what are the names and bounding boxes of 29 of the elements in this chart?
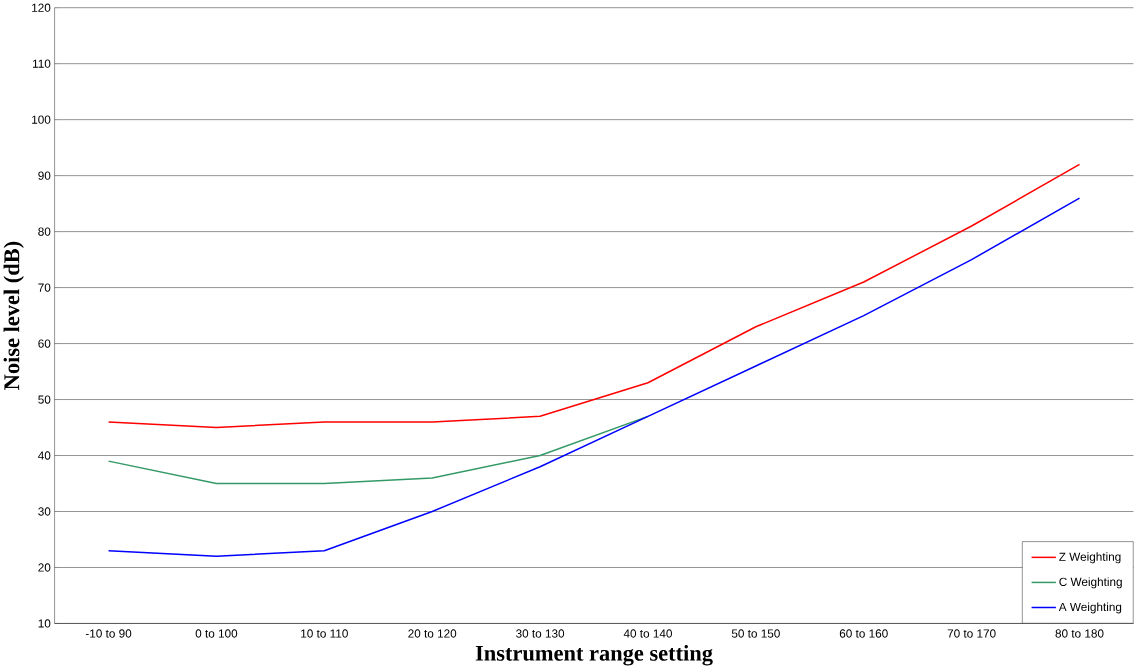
x-tick-label: -10 to 90 [85, 629, 132, 638]
y-tick-label: 70 [38, 283, 51, 292]
line-series [107, 163, 1081, 429]
x-axis-title: Instrument range setting [475, 644, 713, 666]
y-tick-label: 90 [38, 171, 51, 180]
y-tick-label: 30 [38, 507, 51, 516]
y-tick-label: 50 [38, 395, 51, 404]
x-tick-label: 10 to 110 [301, 629, 348, 638]
y-axis-title: Noise level (dB) [3, 241, 24, 390]
x-tick-label: 20 to 120 [408, 629, 457, 638]
legend-label: A Weighting [1058, 602, 1122, 614]
x-tick-label: 0 to 100 [195, 629, 238, 638]
y-tick-label: 10 [38, 619, 51, 628]
x-tick-label: 50 to 150 [731, 629, 780, 638]
legend-label: C Weighting [1059, 577, 1122, 589]
x-tick-label: 80 to 180 [1055, 629, 1104, 638]
y-tick-label: 40 [38, 451, 51, 460]
line-series [107, 415, 649, 485]
y-tick-label: 20 [38, 563, 51, 572]
y-tick-label: 80 [38, 227, 51, 236]
x-tick-label: 30 to 130 [516, 629, 565, 638]
x-tick-label: 60 to 160 [839, 629, 888, 638]
legend-label: Z Weighting [1059, 552, 1121, 564]
x-tick-label: 40 to 140 [623, 629, 672, 638]
y-tick-label: 120 [32, 3, 51, 12]
y-tick-label: 100 [32, 115, 51, 124]
x-tick-label: 70 to 170 [947, 629, 996, 638]
y-tick-label: 60 [38, 339, 51, 348]
y-tick-label: 110 [32, 59, 51, 68]
